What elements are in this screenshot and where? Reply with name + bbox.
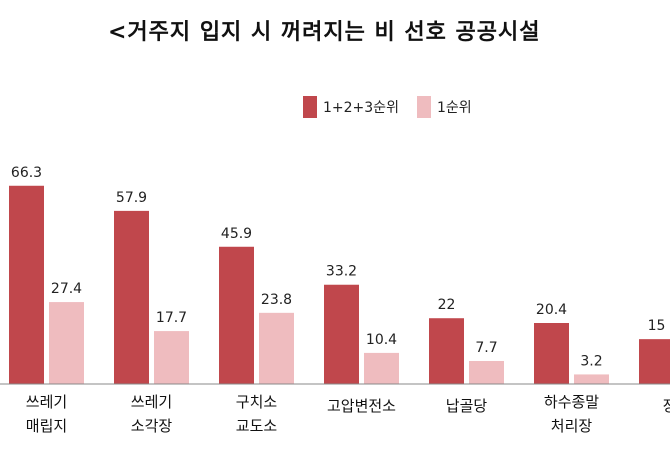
bar-series-2-cat-6 — [574, 374, 609, 384]
chart-title: <거주지 입지 시 꺼려지는 비 선호 공공시설 — [108, 20, 541, 45]
legend: 1+2+3순위 1순위 — [303, 96, 472, 118]
category-label-5-line-1: 납골당 — [446, 397, 488, 415]
data-label-series-2-cat-3: 23.8 — [261, 292, 292, 308]
bar-series-1-cat-5 — [429, 318, 464, 384]
bars-layer — [9, 185, 670, 384]
bar-series-1-cat-6 — [534, 323, 569, 384]
bar-series-2-cat-4 — [364, 352, 399, 384]
bar-series-2-cat-5 — [469, 360, 504, 384]
category-label-7-line-1: 장례 — [663, 397, 670, 415]
bar-series-1-cat-2 — [114, 210, 149, 384]
category-label-1-line-1: 쓰레기 — [26, 393, 67, 411]
data-label-series-2-cat-1: 27.4 — [51, 281, 82, 297]
bar-series-1-cat-4 — [324, 284, 359, 384]
category-label-3-line-1: 구치소 — [236, 393, 278, 411]
category-label-2-line-2: 소각장 — [131, 417, 173, 435]
bar-series-1-cat-3 — [219, 246, 254, 384]
category-label-6-line-2: 처리장 — [551, 417, 593, 435]
bar-series-1-cat-7 — [639, 339, 670, 384]
category-label-1-line-2: 매립지 — [26, 417, 67, 435]
data-label-series-1-cat-7: 15 — [648, 318, 666, 334]
data-label-series-1-cat-2: 57.9 — [116, 190, 147, 206]
category-label-6-line-1: 하수종말 — [544, 393, 599, 411]
bar-series-2-cat-1 — [49, 302, 84, 384]
category-label-3-line-2: 교도소 — [236, 417, 278, 435]
bar-series-2-cat-2 — [154, 331, 189, 384]
data-label-series-2-cat-6: 3.2 — [580, 353, 602, 369]
legend-label-series-1: 1+2+3순위 — [323, 100, 399, 116]
data-label-series-2-cat-5: 7.7 — [475, 340, 497, 356]
legend-swatch-series-2 — [417, 96, 431, 118]
data-label-series-1-cat-4: 33.2 — [326, 264, 357, 280]
category-label-4-line-1: 고압변전소 — [327, 397, 396, 415]
data-label-series-1-cat-1: 66.3 — [11, 165, 42, 181]
data-label-series-1-cat-5: 22 — [438, 297, 456, 313]
bar-series-2-cat-3 — [259, 312, 294, 384]
category-label-2-line-1: 쓰레기 — [131, 393, 172, 411]
legend-label-series-2: 1순위 — [437, 100, 472, 116]
data-label-series-1-cat-3: 45.9 — [221, 226, 252, 242]
data-label-series-1-cat-6: 20.4 — [536, 302, 567, 318]
legend-swatch-series-1 — [303, 96, 317, 118]
data-label-series-2-cat-4: 10.4 — [366, 332, 397, 348]
data-label-series-2-cat-2: 17.7 — [156, 310, 187, 326]
bar-series-1-cat-1 — [9, 185, 44, 384]
